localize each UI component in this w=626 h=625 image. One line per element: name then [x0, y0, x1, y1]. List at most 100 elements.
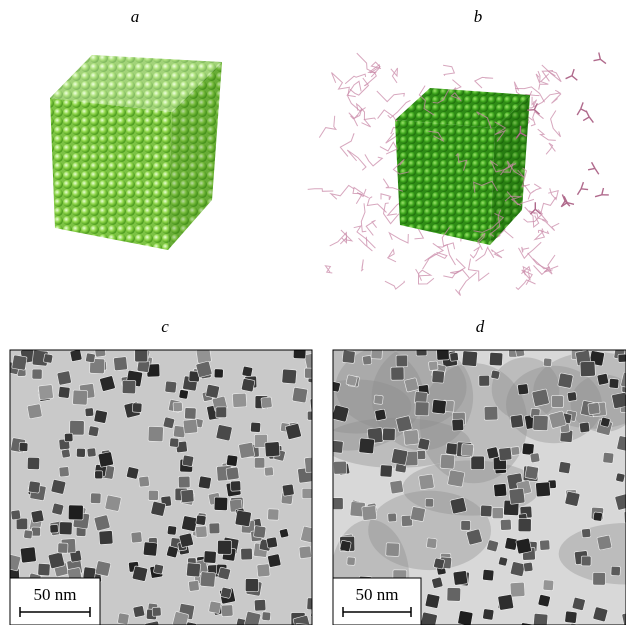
nanoparticle [220, 587, 232, 599]
ligand [416, 269, 431, 276]
nanoparticle [489, 352, 503, 366]
nanoparticle [611, 392, 626, 409]
ligand [330, 233, 347, 246]
nanoparticle [99, 530, 113, 544]
ligand [455, 273, 476, 296]
nanoparticle [498, 557, 508, 567]
ligand [361, 203, 366, 232]
nanoparticle [59, 522, 72, 535]
ligand [387, 250, 396, 262]
ligand [361, 260, 363, 272]
nanoparticle [540, 540, 551, 551]
nanoparticle [279, 528, 289, 538]
nanoparticle [122, 380, 136, 394]
nanoparticle [386, 543, 400, 557]
ligand [546, 143, 555, 154]
nanoparticle [551, 395, 563, 407]
nanoparticle [262, 612, 271, 621]
nanoparticle [282, 484, 294, 496]
nanoparticle [293, 346, 306, 359]
nanoparticle [209, 523, 220, 534]
ligand [577, 189, 581, 195]
nanoparticle [50, 524, 59, 533]
nanoparticle [254, 599, 266, 611]
nanoparticle [533, 415, 548, 430]
nanoparticle [340, 540, 352, 552]
ligand [593, 59, 600, 60]
nanoparticle [226, 467, 239, 480]
nanoparticle [313, 522, 328, 537]
nanoparticle [265, 442, 280, 457]
nanoparticle [535, 482, 550, 497]
nanoparticle [447, 470, 464, 487]
ligand [319, 116, 336, 138]
ligand [516, 280, 536, 290]
nanoparticle [543, 358, 552, 367]
nanoparticle [396, 416, 413, 433]
ligand [389, 233, 408, 243]
nanoparticle [558, 461, 571, 474]
nanoparticle [217, 540, 231, 554]
nanoparticle [27, 457, 39, 469]
nanoparticle [73, 390, 88, 405]
panel-label: c [161, 317, 169, 336]
nanoparticle [334, 461, 347, 474]
nanoparticle [58, 386, 70, 398]
nanoparticle [183, 419, 198, 434]
nanoparticle [511, 446, 520, 455]
ligand [345, 74, 365, 84]
ligand [325, 266, 332, 273]
nanoparticle [453, 570, 468, 585]
nanoparticle [482, 569, 494, 581]
ligand [572, 76, 577, 80]
nanoparticle [486, 447, 499, 460]
nanoparticle [3, 554, 21, 572]
nanoparticle [52, 503, 64, 515]
nanoparticle [31, 510, 44, 523]
nanoparticle [178, 476, 190, 488]
nanoparticle [70, 420, 85, 435]
nanoparticle [59, 466, 70, 477]
nanoparticle [235, 510, 252, 527]
nanoparticle [558, 373, 574, 389]
nanoparticle [166, 546, 178, 558]
ligand [522, 247, 529, 253]
nanoparticle [600, 417, 610, 427]
nanoparticle [232, 393, 246, 407]
nanoparticle [597, 535, 612, 550]
nanoparticle [257, 564, 270, 577]
nanoparticle [618, 354, 626, 362]
nanoparticle [85, 408, 94, 417]
ligand [595, 195, 602, 197]
nanoparticle [209, 601, 222, 614]
nanoparticle [135, 349, 148, 362]
panel-label: b [474, 7, 483, 26]
nanoparticle [415, 402, 429, 416]
scale-bar: 50 nm [10, 578, 100, 625]
ligand [362, 118, 376, 127]
nanoparticle [517, 384, 528, 395]
nanoparticle [425, 594, 440, 609]
nanoparticle [510, 582, 525, 597]
nanoparticle [362, 355, 372, 365]
nanoparticle [346, 375, 358, 387]
nanoparticle [214, 497, 228, 511]
nanoparticle [567, 392, 577, 402]
nanoparticle [432, 399, 447, 414]
ligand [531, 184, 541, 194]
nanoparticle [523, 562, 533, 572]
nanoparticle [603, 452, 614, 463]
nanoparticle [98, 452, 114, 468]
ligand [331, 185, 354, 199]
nanoparticle [494, 483, 507, 496]
ligand [367, 197, 386, 213]
ligand [581, 109, 587, 112]
nanoparticle [347, 557, 356, 566]
ligand [351, 108, 362, 118]
nanoparticle [515, 348, 525, 358]
nanoparticle [254, 458, 264, 468]
nanoparticle [58, 543, 68, 553]
nanoparticle [218, 567, 231, 580]
nanoparticle [374, 395, 384, 405]
nanoparticle [245, 579, 258, 592]
